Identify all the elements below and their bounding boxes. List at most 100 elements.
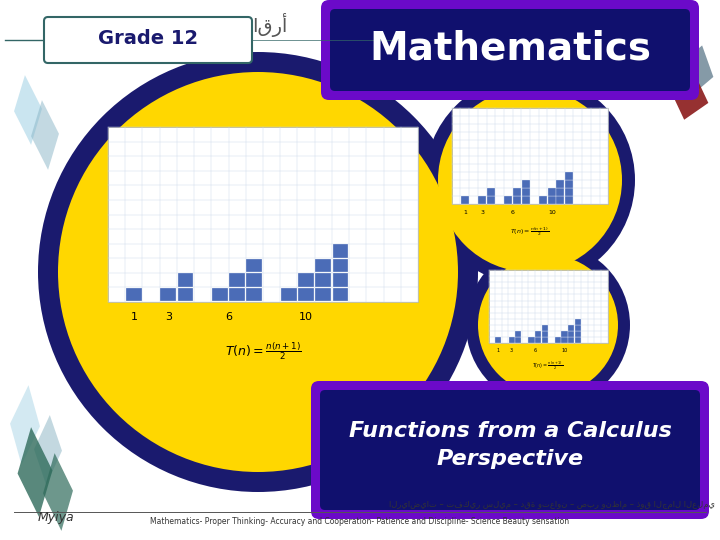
Text: Mathematics- Proper Thinking- Accuracy and Cooperation- Patience and Discipline-: Mathematics- Proper Thinking- Accuracy a… (150, 517, 570, 526)
Bar (281, 288, 297, 301)
Bar (487, 188, 495, 196)
Bar (178, 288, 194, 301)
Bar (298, 288, 314, 301)
Text: 3: 3 (480, 210, 485, 215)
Bar (478, 197, 486, 204)
Polygon shape (43, 453, 73, 531)
Bar (565, 180, 573, 188)
Polygon shape (677, 45, 714, 99)
Bar (516, 338, 521, 343)
Bar (541, 325, 548, 331)
Bar (504, 197, 512, 204)
Bar (555, 338, 561, 343)
Bar (562, 332, 567, 337)
Text: 6: 6 (534, 348, 536, 353)
Text: Myiya: Myiya (38, 511, 75, 524)
Bar (522, 180, 530, 188)
Bar (229, 273, 245, 287)
Bar (557, 188, 564, 196)
Text: 10: 10 (562, 348, 567, 353)
FancyBboxPatch shape (320, 390, 700, 510)
Bar (495, 338, 501, 343)
Bar (557, 180, 564, 188)
Polygon shape (672, 76, 708, 120)
Polygon shape (14, 75, 42, 145)
Bar (333, 244, 348, 258)
Bar (461, 197, 469, 204)
Bar (548, 188, 556, 196)
Circle shape (478, 255, 618, 395)
Circle shape (38, 52, 478, 492)
Bar (516, 332, 521, 337)
Bar (246, 288, 262, 301)
Text: الرياضيات – تفكير سليم – دقة وتعاون – صبر ونظام – ذوق الجمال العلمي: الرياضيات – تفكير سليم – دقة وتعاون – صب… (389, 500, 715, 509)
Circle shape (438, 88, 622, 272)
Text: 1: 1 (463, 210, 467, 215)
Text: 3: 3 (510, 348, 513, 353)
Bar (575, 319, 581, 325)
Polygon shape (17, 427, 53, 517)
Bar (126, 288, 142, 301)
Bar (229, 288, 245, 301)
Bar (565, 188, 573, 196)
Polygon shape (10, 385, 40, 465)
Text: Grade 12: Grade 12 (98, 30, 198, 49)
Text: 1: 1 (130, 313, 138, 322)
Bar (333, 259, 348, 272)
Bar (528, 338, 534, 343)
Text: $T(n)=\frac{n(n+1)}{2}$: $T(n)=\frac{n(n+1)}{2}$ (532, 360, 564, 372)
Bar (513, 197, 521, 204)
Bar (488, 270, 608, 343)
Text: 1: 1 (497, 348, 500, 353)
Bar (513, 188, 521, 196)
Bar (298, 273, 314, 287)
Text: $T(n)=\frac{n(n+1)}{2}$: $T(n)=\frac{n(n+1)}{2}$ (225, 341, 302, 362)
Bar (541, 338, 548, 343)
FancyBboxPatch shape (330, 9, 690, 91)
Text: $T(n)=\frac{n(n+1)}{2}$: $T(n)=\frac{n(n+1)}{2}$ (510, 225, 550, 238)
Bar (333, 288, 348, 301)
Bar (535, 332, 541, 337)
Bar (246, 273, 262, 287)
Text: 10: 10 (548, 210, 556, 215)
Text: اقرأ: اقرأ (252, 13, 288, 37)
Text: Mathematics: Mathematics (369, 29, 651, 67)
FancyBboxPatch shape (311, 381, 709, 519)
Text: 10: 10 (299, 313, 313, 322)
Circle shape (425, 75, 635, 285)
Bar (108, 127, 418, 302)
Bar (575, 325, 581, 331)
Bar (568, 338, 574, 343)
FancyBboxPatch shape (321, 0, 699, 100)
Bar (522, 197, 530, 204)
Text: 3: 3 (165, 313, 172, 322)
Bar (487, 197, 495, 204)
Bar (315, 259, 331, 272)
Bar (161, 288, 176, 301)
Text: 6: 6 (510, 210, 515, 215)
Circle shape (466, 243, 630, 407)
Bar (315, 288, 331, 301)
Bar (557, 197, 564, 204)
Bar (212, 288, 228, 301)
Bar (575, 338, 581, 343)
Bar (568, 332, 574, 337)
Text: Functions from a Calculus
Perspective: Functions from a Calculus Perspective (348, 421, 672, 469)
Bar (565, 197, 573, 204)
Bar (522, 188, 530, 196)
Bar (246, 259, 262, 272)
Bar (565, 172, 573, 180)
Bar (539, 197, 547, 204)
Bar (548, 197, 556, 204)
Bar (535, 338, 541, 343)
Bar (575, 332, 581, 337)
Text: 6: 6 (225, 313, 232, 322)
Polygon shape (34, 415, 62, 485)
Bar (541, 332, 548, 337)
Bar (315, 273, 331, 287)
Bar (333, 273, 348, 287)
Circle shape (58, 72, 458, 472)
Bar (178, 273, 194, 287)
Bar (452, 107, 608, 204)
Bar (568, 325, 574, 331)
